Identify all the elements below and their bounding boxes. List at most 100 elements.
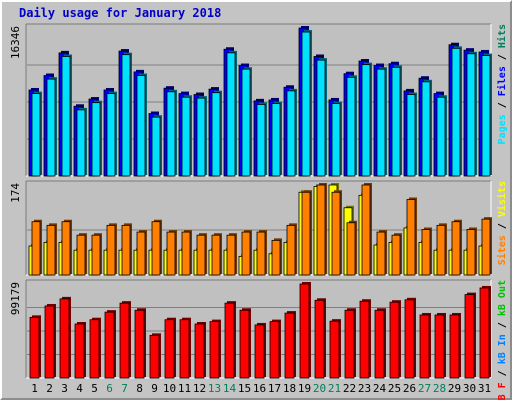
legend-sep: / (497, 217, 508, 235)
x-tick-label-day-24: 24 (373, 382, 387, 395)
bar-pages-day-8 (136, 75, 146, 177)
bar-pages-day-16 (256, 104, 266, 177)
bar-sites-day-20 (316, 184, 326, 276)
bar-pages-day-7 (121, 54, 131, 177)
x-tick-label-day-1: 1 (31, 382, 38, 395)
legend: Sites / Visits (496, 181, 508, 265)
x-tick-label-day-12: 12 (193, 382, 206, 395)
bar-kb-f-day-16 (254, 324, 265, 379)
bar-sites-day-25 (391, 234, 401, 276)
x-tick-label-day-20: 20 (313, 382, 326, 395)
bar-kb-f-day-19 (299, 283, 310, 379)
legend: kB F / kB In / kB Out (497, 280, 508, 400)
bar-sites-day-8 (136, 231, 146, 276)
y-axis-max-label: 99179 (9, 282, 22, 315)
bar-sites-day-5 (91, 234, 101, 276)
x-tick-label-day-14: 14 (223, 382, 237, 395)
bar-kb-f-day-13 (209, 321, 220, 379)
bar-pages-day-6 (106, 93, 116, 177)
bar-kb-f-day-3 (59, 298, 70, 379)
bar-pages-day-28 (436, 96, 446, 177)
x-tick-label-day-26: 26 (403, 382, 416, 395)
bar-sites-day-18 (286, 224, 296, 276)
bar-kb-f-day-2 (44, 305, 55, 379)
legend-sites: Sites (496, 235, 508, 265)
bar-sites-day-24 (376, 231, 386, 276)
bar-kb-f-day-7 (119, 302, 130, 379)
bar-pages-day-24 (376, 68, 386, 177)
chart-title: Daily usage for January 2018 (19, 6, 222, 20)
x-tick-label-day-3: 3 (61, 382, 68, 395)
bar-pages-day-10 (166, 91, 176, 177)
x-tick-label-day-22: 22 (343, 382, 356, 395)
bar-kb-f-day-14 (224, 302, 235, 379)
bar-pages-day-25 (391, 66, 401, 177)
bar-sites-day-4 (76, 234, 86, 276)
bar-sites-day-17 (271, 239, 281, 276)
x-tick-label-day-6: 6 (106, 382, 113, 395)
bar-sites-day-11 (181, 231, 191, 276)
x-tick-label-day-30: 30 (463, 382, 476, 395)
bar-kb-f-day-5 (89, 319, 100, 379)
panel-hits-files-pages: 16346 Pages / Files / Hits (9, 23, 508, 177)
bar-kb-f-day-28 (434, 314, 445, 379)
bar-pages-day-19 (301, 31, 311, 177)
bar-pages-day-1 (31, 93, 41, 177)
bar-kb-f-day-26 (404, 299, 415, 379)
bar-pages-day-3 (61, 56, 71, 177)
bar-sites-day-12 (196, 234, 206, 276)
x-tick-label-day-16: 16 (253, 382, 266, 395)
bar-pages-day-27 (421, 81, 431, 177)
bar-pages-day-23 (361, 64, 371, 177)
bar-kb-f-day-30 (464, 294, 475, 379)
panel-kbytes: 99179 kB F / kB In / kB Out (9, 279, 508, 400)
bar-kb-f-day-15 (239, 309, 250, 379)
bar-pages-day-12 (196, 97, 206, 177)
bar-pages-day-22 (346, 76, 356, 177)
x-tick-label-day-8: 8 (136, 382, 143, 395)
legend-visits: Visits (496, 181, 508, 217)
bar-kb-f-day-17 (269, 321, 280, 379)
bar-sites-day-29 (451, 221, 461, 276)
bar-sites-day-27 (421, 229, 431, 276)
legend-sep1: / (497, 364, 508, 382)
y-axis-max-label: 16346 (9, 26, 22, 59)
bar-sites-day-28 (436, 224, 446, 276)
x-tick-label-day-29: 29 (448, 382, 461, 395)
bar-pages-day-18 (286, 90, 296, 177)
bar-pages-day-29 (451, 47, 461, 177)
legend: Pages / Files / Hits (496, 24, 508, 144)
bar-sites-day-22 (346, 222, 356, 276)
legend-sep1: / (497, 96, 508, 114)
x-tick-label-day-15: 15 (238, 382, 251, 395)
bar-pages-day-20 (316, 59, 326, 177)
bar-sites-day-10 (166, 231, 176, 276)
bar-sites-day-6 (106, 224, 116, 276)
bar-sites-day-15 (241, 231, 251, 276)
legend-sep2: / (497, 316, 508, 334)
x-tick-label-day-18: 18 (283, 382, 296, 395)
bar-sites-day-26 (406, 199, 416, 276)
bar-kb-f-day-24 (374, 309, 385, 379)
x-tick-label-day-19: 19 (298, 382, 311, 395)
x-tick-label-day-17: 17 (268, 382, 281, 395)
bar-kb-f-day-6 (104, 311, 115, 379)
x-tick-label-day-2: 2 (46, 382, 53, 395)
legend-pages: Pages (497, 114, 508, 144)
x-tick-label-day-27: 27 (418, 382, 431, 395)
bar-sites-day-3 (61, 221, 71, 276)
x-tick-label-day-23: 23 (358, 382, 371, 395)
bar-sites-day-30 (466, 229, 476, 276)
x-tick-label-day-4: 4 (76, 382, 83, 395)
bar-kb-f-day-12 (194, 323, 205, 379)
bar-kb-f-day-23 (359, 300, 370, 379)
x-tick-label-day-5: 5 (91, 382, 98, 395)
legend-kb_f: kB F (497, 382, 508, 400)
bar-kb-f-day-31 (479, 287, 490, 379)
bar-kb-f-day-22 (344, 309, 355, 379)
bar-pages-day-31 (481, 55, 491, 177)
bar-sites-day-16 (256, 231, 266, 276)
x-tick-label-day-28: 28 (433, 382, 446, 395)
bar-pages-day-26 (406, 94, 416, 177)
